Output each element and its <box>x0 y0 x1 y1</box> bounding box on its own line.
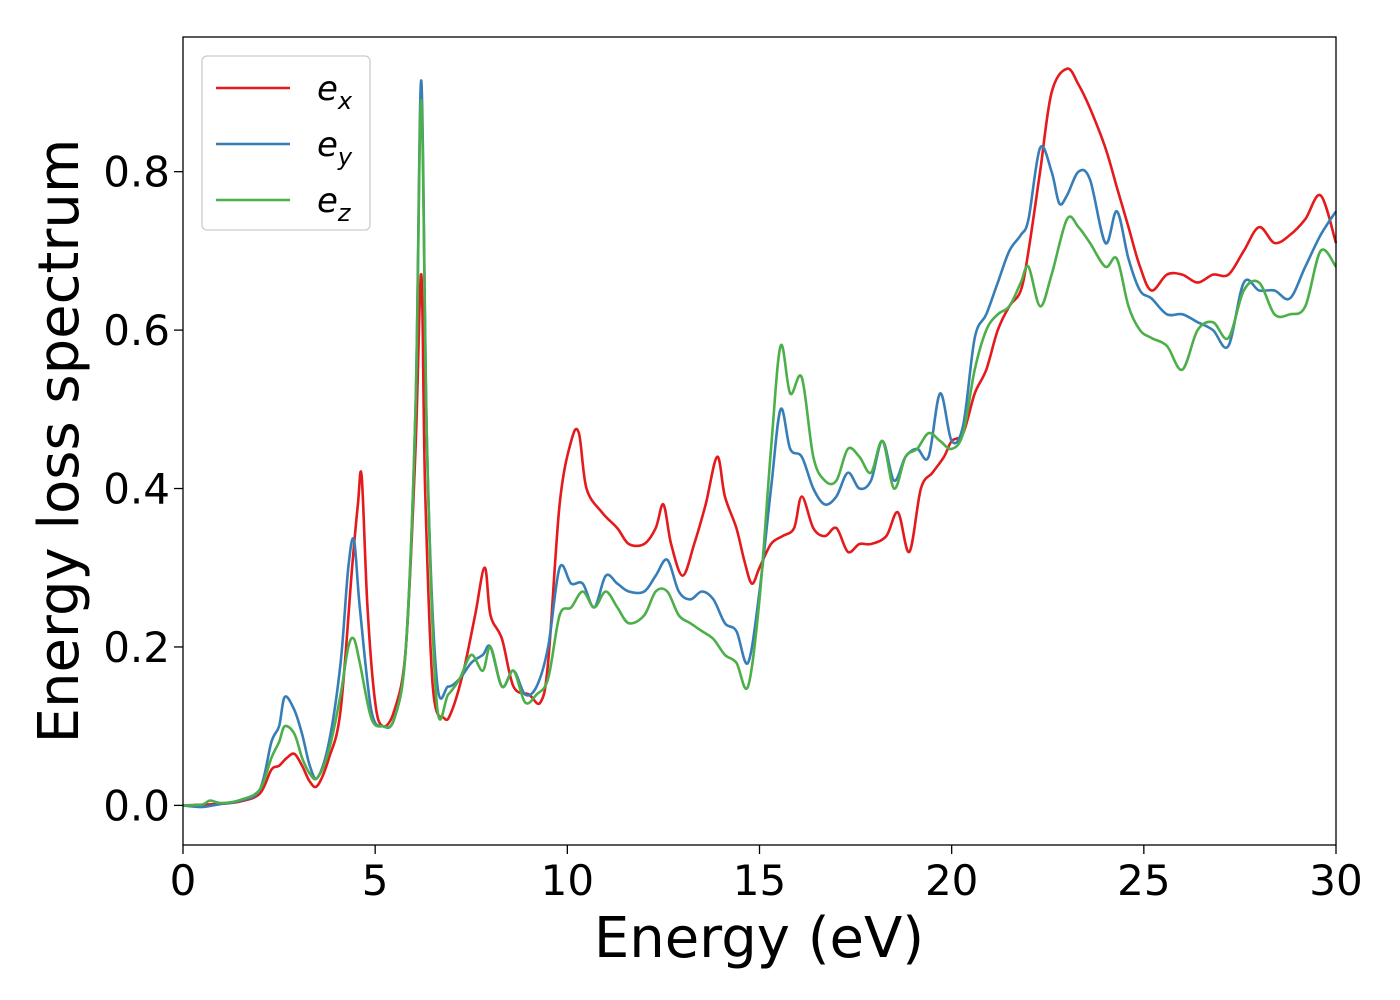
x-tick-label: 20 <box>925 856 978 905</box>
y-tick-label: 0.8 <box>103 148 170 197</box>
y-axis-title: Energy loss spectrum <box>27 139 92 744</box>
y-tick-label: 0.6 <box>103 306 170 355</box>
x-tick-label: 25 <box>1117 856 1170 905</box>
legend-label-ey: ey <box>317 125 353 171</box>
series-line-ey <box>182 79 1338 809</box>
series-line-ez <box>182 99 1338 807</box>
x-tick-label: 15 <box>733 856 786 905</box>
x-tick-label: 30 <box>1309 856 1362 905</box>
y-tick-label: 0.0 <box>103 781 170 830</box>
legend-label-ex: ex <box>317 69 353 115</box>
y-axis-ticks: 0.0 0.2 0.4 0.6 0.8 <box>103 148 183 830</box>
y-tick-label: 0.4 <box>103 465 170 514</box>
series-layer <box>182 67 1338 809</box>
x-tick-label: 5 <box>362 856 389 905</box>
x-axis-title: Energy (eV) <box>594 906 924 971</box>
x-tick-label: 10 <box>541 856 594 905</box>
series-line-ex <box>182 67 1338 807</box>
x-axis-ticks: 0 5 10 15 20 25 30 <box>170 845 1363 905</box>
x-tick-label: 0 <box>170 856 197 905</box>
y-tick-label: 0.2 <box>103 623 170 672</box>
